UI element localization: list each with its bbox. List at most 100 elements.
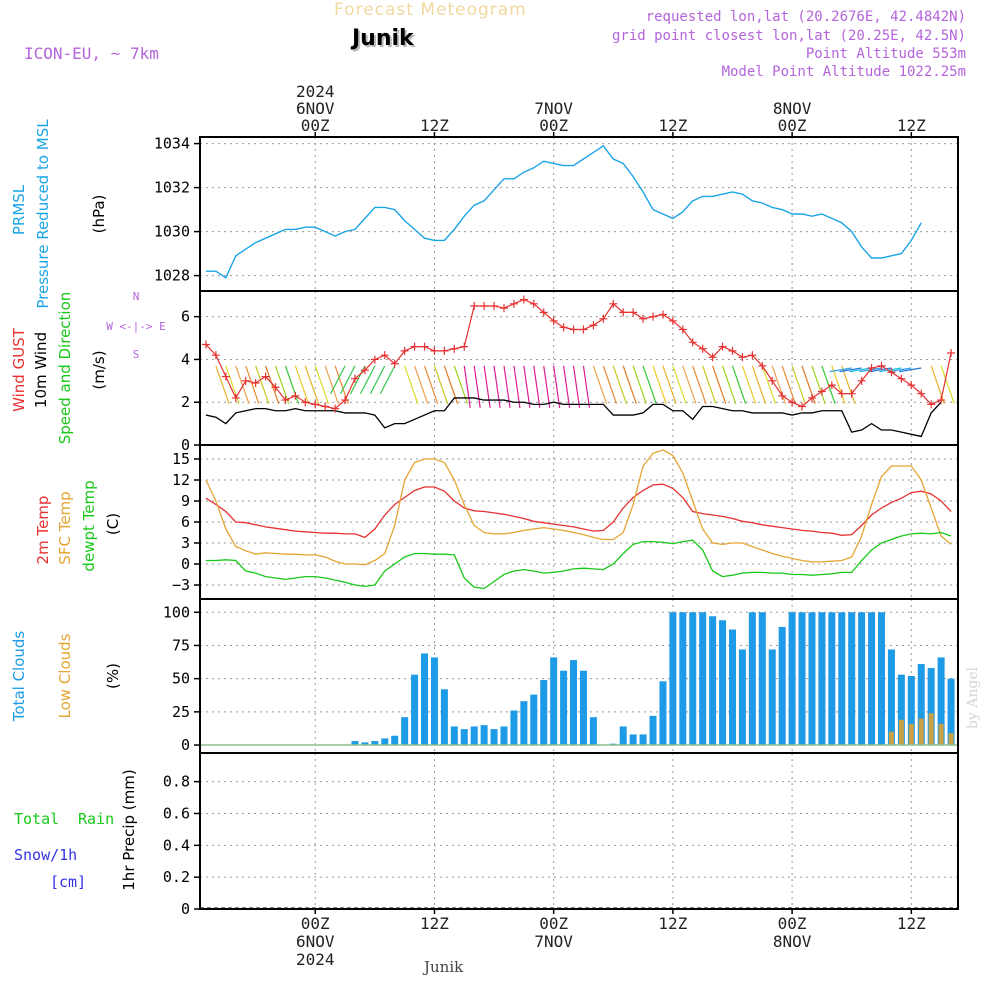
gust-point bbox=[261, 372, 270, 381]
gust-point bbox=[897, 374, 906, 383]
gust-point bbox=[311, 400, 320, 409]
temp-2m-line bbox=[205, 483, 952, 539]
total-cloud-bar bbox=[421, 653, 429, 746]
total-cloud-bar bbox=[500, 726, 508, 746]
gust-point bbox=[211, 351, 220, 360]
total-cloud-bar bbox=[351, 741, 359, 746]
gust-point bbox=[231, 393, 240, 402]
y-tick-label: 0.2 bbox=[163, 868, 190, 886]
total-cloud-bar bbox=[897, 674, 905, 746]
wind-direction-arrow bbox=[265, 365, 280, 405]
time-label-top: 00Z bbox=[301, 116, 330, 135]
wind-direction-arrow bbox=[330, 365, 346, 395]
total-cloud-bar bbox=[858, 612, 866, 746]
gust-point bbox=[589, 321, 598, 330]
gust-point bbox=[430, 346, 439, 355]
wind-direction-arrow bbox=[235, 365, 250, 405]
total-cloud-bar bbox=[798, 612, 806, 746]
temp-label-sfc: SFC Temp bbox=[56, 491, 74, 564]
wind-direction-arrow bbox=[839, 367, 862, 373]
y-tick-label: 1030 bbox=[154, 223, 190, 241]
wind-direction-arrow bbox=[274, 365, 290, 405]
gust-point bbox=[579, 325, 588, 334]
total-cloud-bar bbox=[907, 676, 915, 746]
wind-direction-arrow bbox=[304, 365, 320, 405]
cloud-label-low: Low Clouds bbox=[56, 633, 74, 718]
gust-point bbox=[221, 372, 230, 381]
wind-direction-arrow bbox=[869, 367, 892, 373]
time-label-top: 8NOV bbox=[773, 99, 812, 118]
wind-direction-arrow bbox=[879, 367, 902, 373]
total-cloud-bar bbox=[560, 670, 568, 746]
gust-point bbox=[450, 344, 459, 353]
wind-direction-arrow bbox=[582, 365, 591, 408]
gust-point bbox=[599, 314, 608, 323]
gust-point bbox=[559, 323, 568, 332]
total-cloud-bar bbox=[619, 726, 627, 746]
gust-point bbox=[480, 301, 489, 310]
gust-point bbox=[350, 374, 359, 383]
wind-direction-arrow bbox=[940, 365, 955, 405]
y-tick-label: 1028 bbox=[154, 267, 190, 285]
gust-point bbox=[807, 393, 816, 402]
gust-point bbox=[271, 383, 280, 392]
y-tick-label: 6 bbox=[181, 308, 190, 326]
y-tick-label: 12 bbox=[172, 471, 190, 489]
gust-point bbox=[609, 299, 618, 308]
total-cloud-bar bbox=[440, 689, 448, 746]
model-label: ICON-EU, ~ 7km bbox=[24, 44, 159, 63]
cloud-unit: (%) bbox=[104, 663, 122, 689]
compass-we: W <-|-> E bbox=[106, 320, 166, 333]
gust-point bbox=[549, 316, 558, 325]
total-cloud-bar bbox=[649, 715, 657, 746]
wind-direction-arrow bbox=[751, 365, 767, 405]
point-altitude: Point Altitude 553m bbox=[805, 46, 966, 62]
y-tick-label: 0 bbox=[181, 436, 190, 454]
time-label-bottom: 6NOV bbox=[296, 932, 335, 951]
gust-point bbox=[360, 366, 369, 375]
wind-direction-arrow bbox=[889, 367, 912, 373]
gust-point bbox=[370, 355, 379, 364]
total-cloud-bar bbox=[778, 626, 786, 746]
wind-direction-arrow bbox=[702, 365, 717, 405]
wind-direction-arrow bbox=[284, 365, 300, 405]
y-tick-label: −3 bbox=[172, 576, 190, 594]
wind-direction-arrow bbox=[340, 365, 356, 395]
total-cloud-bar bbox=[808, 612, 816, 746]
total-cloud-bar bbox=[878, 612, 886, 746]
gust-point bbox=[639, 314, 648, 323]
total-cloud-bar bbox=[589, 717, 597, 746]
total-cloud-bar bbox=[480, 725, 488, 746]
wind-direction-arrow bbox=[841, 365, 856, 405]
y-tick-label: 2 bbox=[181, 393, 190, 411]
wind-direction-arrow bbox=[553, 365, 561, 408]
wind-direction-arrow bbox=[404, 365, 419, 405]
wind-direction-arrow bbox=[672, 365, 687, 405]
wind-direction-arrow bbox=[314, 365, 330, 405]
y-tick-label: 0 bbox=[181, 900, 190, 918]
total-cloud-bar bbox=[768, 649, 776, 746]
gust-point bbox=[519, 295, 528, 304]
gust-point bbox=[460, 342, 469, 351]
gust-point bbox=[917, 389, 926, 398]
wind-direction-arrow bbox=[533, 365, 541, 408]
wind-direction-arrow bbox=[563, 365, 571, 408]
total-cloud-bar bbox=[669, 612, 677, 746]
total-cloud-bar bbox=[540, 679, 548, 746]
time-label-bottom: 8NOV bbox=[773, 932, 812, 951]
time-label-top: 6NOV bbox=[296, 99, 335, 118]
time-label-bottom: 00Z bbox=[539, 914, 568, 933]
y-tick-label: 0.8 bbox=[163, 773, 190, 791]
time-label-bottom: 12Z bbox=[420, 914, 449, 933]
time-label-bottom: 12Z bbox=[658, 914, 687, 933]
wind-direction-arrow bbox=[831, 365, 846, 405]
wind-direction-arrow bbox=[721, 365, 737, 405]
gust-point bbox=[529, 299, 538, 308]
wind-unit: (m/s) bbox=[90, 350, 108, 389]
wind-direction-arrow bbox=[379, 365, 396, 395]
gust-point bbox=[708, 353, 717, 362]
gust-point bbox=[331, 404, 340, 413]
wind-direction-arrow bbox=[493, 365, 501, 408]
compass-s: S bbox=[133, 348, 140, 361]
wind-direction-arrow bbox=[572, 365, 581, 408]
